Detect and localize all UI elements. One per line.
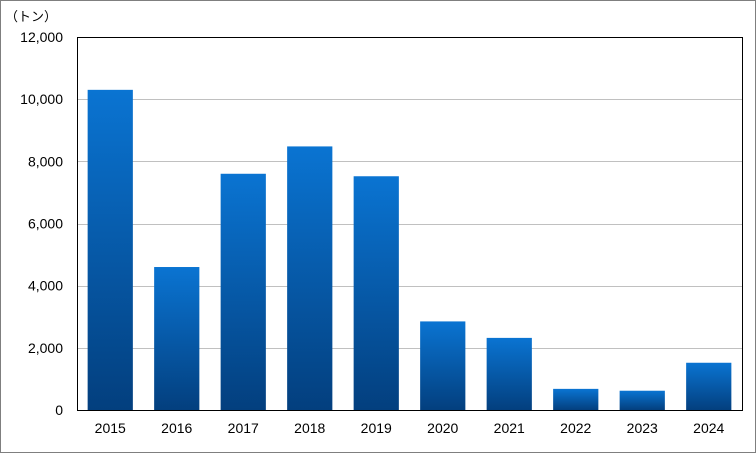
bar-2023 <box>619 390 665 410</box>
bar-2020 <box>420 321 466 410</box>
bar-2019 <box>353 176 399 410</box>
y-tick-label: 2,000 <box>28 340 63 356</box>
y-unit-label: （トン） <box>5 10 57 25</box>
bar-2015 <box>87 89 133 410</box>
x-tick-label: 2015 <box>95 420 126 436</box>
x-tick-label: 2017 <box>228 420 259 436</box>
bar-2018 <box>287 146 333 410</box>
bar-2022 <box>553 388 599 410</box>
x-tick-label: 2019 <box>361 420 392 436</box>
plot-area-border <box>77 37 743 411</box>
bar-2017 <box>220 173 266 410</box>
y-tick-label: 4,000 <box>28 278 63 294</box>
bar-2021 <box>486 337 532 410</box>
x-tick-label: 2022 <box>560 420 591 436</box>
y-tick-label: 8,000 <box>28 153 63 169</box>
x-tick-label: 2021 <box>494 420 525 436</box>
x-tick-label: 2018 <box>294 420 325 436</box>
y-axis-labels: 0 2,000 4,000 6,000 8,000 10,000 12,000 <box>20 29 63 418</box>
y-tick-label: 6,000 <box>28 216 63 232</box>
x-tick-label: 2020 <box>427 420 458 436</box>
y-tick-label: 10,000 <box>20 91 63 107</box>
bar-2024 <box>686 362 732 410</box>
x-tick-label: 2023 <box>627 420 658 436</box>
bar-2016 <box>154 267 200 410</box>
y-tick-label: 12,000 <box>20 29 63 45</box>
bars <box>87 89 732 410</box>
x-tick-label: 2024 <box>693 420 724 436</box>
y-tick-label: 0 <box>55 402 63 418</box>
x-axis-labels: 2015 2016 2017 2018 2019 2020 2021 2022 2023 2024 <box>95 420 725 436</box>
x-tick-label: 2016 <box>161 420 192 436</box>
